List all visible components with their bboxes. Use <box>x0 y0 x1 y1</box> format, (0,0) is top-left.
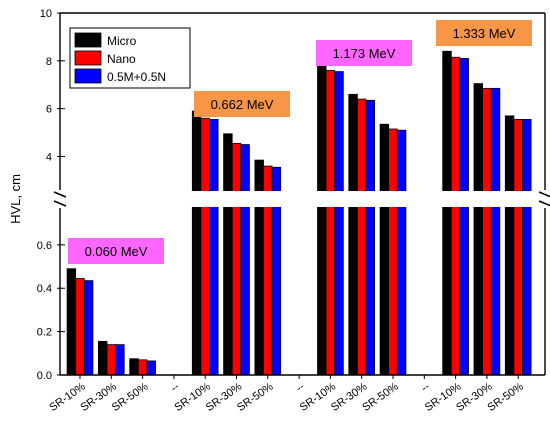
y-tick-label: 0.4 <box>37 283 52 295</box>
bar-micro <box>129 358 139 376</box>
y-tick-label: 10 <box>40 8 52 20</box>
axis-break-gap <box>56 191 549 207</box>
bar-micro <box>317 64 327 376</box>
y-axis-label: HVL, cm <box>8 174 23 224</box>
y-tick-label: 6 <box>46 104 52 116</box>
bar-micro <box>379 123 390 376</box>
bar-nano <box>388 128 398 376</box>
bar-nano <box>482 87 492 376</box>
axis-break-mark <box>53 191 67 198</box>
bar-nano <box>325 70 336 376</box>
bar-0-5m-0-5n <box>396 129 407 376</box>
bar-micro <box>98 340 108 376</box>
axis-break-mark <box>538 191 550 198</box>
bar-nano <box>200 117 210 376</box>
energy-label-box <box>68 238 164 264</box>
bar-nano <box>106 344 117 376</box>
legend-swatch <box>74 68 102 84</box>
x-tick-label: SR-50% <box>360 381 401 414</box>
bar-micro <box>348 93 358 376</box>
bar-nano <box>513 119 523 376</box>
y-tick-label: 0.6 <box>37 240 52 252</box>
bar-0-5m-0-5n <box>365 99 376 376</box>
energy-label-box <box>194 91 290 117</box>
bar-nano <box>356 98 367 376</box>
y-tick-label: 4 <box>46 152 52 164</box>
bar-0-5m-0-5n <box>522 119 532 376</box>
bar-micro <box>504 115 515 376</box>
x-tick-label: -- <box>294 380 307 394</box>
energy-label: 0.662 MeV <box>211 97 274 112</box>
bar-0-5m-0-5n <box>209 119 219 376</box>
bar-micro <box>191 110 202 376</box>
bar-nano <box>75 278 85 376</box>
x-tick-label: SR-50% <box>485 381 526 414</box>
energy-label-box <box>436 20 532 46</box>
bar-0-5m-0-5n <box>334 71 344 376</box>
axis-break-mark <box>538 200 550 207</box>
legend-label: Nano <box>107 52 136 66</box>
axis-break-mark <box>53 200 67 207</box>
bar-micro <box>66 268 77 376</box>
bar-0-5m-0-5n <box>115 344 125 376</box>
energy-label: 1.173 MeV <box>333 46 396 61</box>
legend-label: 0.5M+0.5N <box>107 70 166 84</box>
bar-0-5m-0-5n <box>240 144 250 376</box>
legend-label: Micro <box>107 34 137 48</box>
x-tick-label: SR-50% <box>110 381 151 414</box>
y-tick-label: 8 <box>46 56 52 68</box>
bar-micro <box>223 133 233 376</box>
legend-swatch <box>74 32 102 48</box>
x-tick-label: -- <box>169 380 182 394</box>
legend-swatch <box>74 50 102 66</box>
bar-nano <box>231 142 242 376</box>
bar-micro <box>442 50 452 376</box>
bar-micro <box>473 83 484 376</box>
y-tick-label: 0.0 <box>37 370 52 382</box>
y-tick-label: 0.2 <box>37 327 52 339</box>
bar-0-5m-0-5n <box>490 87 501 376</box>
x-tick-label: -- <box>419 380 432 394</box>
x-tick-label: SR-50% <box>235 381 276 414</box>
bar-0-5m-0-5n <box>459 58 469 376</box>
bar-0-5m-0-5n <box>146 360 156 376</box>
energy-label: 1.333 MeV <box>453 26 516 41</box>
energy-label-box <box>316 40 412 66</box>
energy-label: 0.060 MeV <box>85 244 148 259</box>
bar-nano <box>137 359 148 376</box>
bar-0-5m-0-5n <box>83 280 94 376</box>
bar-nano <box>450 56 461 376</box>
